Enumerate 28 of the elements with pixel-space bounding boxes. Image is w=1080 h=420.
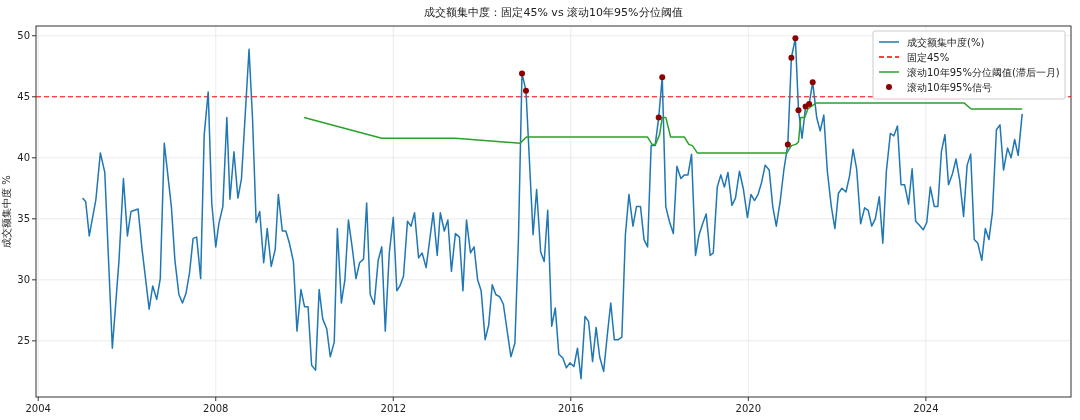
point [795,107,802,114]
point [809,79,816,86]
point [518,70,525,77]
legend-label: 固定45% [907,51,950,63]
point [792,35,799,42]
y-tick-label: 25 [17,335,30,347]
point [784,141,791,148]
x-tick-label: 2008 [203,403,229,414]
legend-label: 成交额集中度(%) [907,36,985,48]
y-axis-title: 成交额集中度 % [1,175,12,248]
y-tick-label: 45 [17,91,30,103]
point [806,101,813,108]
point [655,114,662,121]
x-tick-label: 2024 [913,403,939,414]
x-tick-label: 2004 [25,403,51,414]
y-tick-label: 40 [17,152,30,164]
point [788,54,795,61]
x-tick-label: 2016 [558,403,584,414]
x-tick-label: 2012 [380,403,407,414]
point [522,87,529,94]
legend-label: 滚动10年95%分位阈值(滞后一月) [907,66,1060,78]
point [659,74,666,81]
legend-label: 滚动10年95%信号 [907,81,992,93]
y-tick-label: 30 [17,274,30,286]
x-tick-label: 2020 [735,403,762,414]
chart-title: 成交额集中度：固定45% vs 滚动10年95%分位阈值 [424,6,683,19]
y-tick-label: 35 [17,213,30,225]
y-tick-label: 50 [17,30,30,42]
